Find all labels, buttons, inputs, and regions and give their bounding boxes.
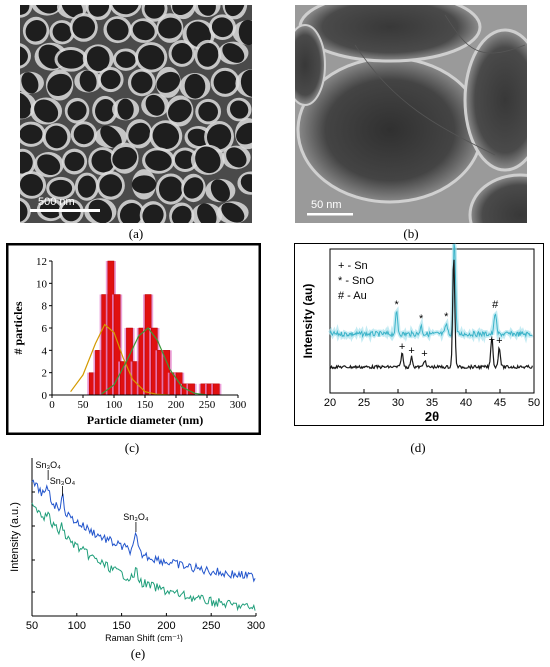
peak-marker: * [394,299,399,311]
caption-c: (c) [124,440,140,455]
histogram-bar [212,383,220,396]
histogram-chart: 0 50 100 150 200 250 300 0 2 4 6 8 10 12 Particle diam… [5,242,262,436]
raman-chart: Sn₃O₄ Sn₃O₄ Sn₃O₄ 50 100 150 200 250 300 Raman Sh… [9,458,265,643]
x-tick-label: 150 [112,620,130,632]
peak-marker: * [444,311,449,323]
caption-d: (d) [410,440,426,455]
sem-micrograph: 500 nm [1,0,270,230]
scale-bar [30,209,100,212]
fit-curve [70,323,170,396]
x-tick-label: 50 [26,620,38,632]
x-tick-label: 35 [426,397,438,409]
y-tick-label: 4 [42,345,48,357]
x-axis-label: Particle diameter (nm) [87,413,203,427]
y-tick-label: 8 [42,301,48,313]
x-tick-label: 200 [157,620,175,632]
caption-e: (e) [130,646,146,661]
scale-bar-label: 500 nm [38,196,75,208]
x-tick-label: 300 [230,399,247,411]
tem-micrograph: 50 nm [284,0,550,257]
x-tick-label: 100 [68,620,86,632]
x-tick-label: 250 [202,620,220,632]
caption-a: (a) [128,226,144,241]
x-axis-label: 2θ [425,409,439,424]
raman-series-green [31,502,256,612]
x-tick-label: 250 [199,399,216,411]
panel-b-tem-image: 50 nm [284,0,550,257]
xrd-series-bottom [329,259,533,371]
x-tick-label: 50 [528,397,540,409]
peak-annotation: Sn₃O₄ [50,476,76,486]
legend-entry: * - SnO [338,275,375,287]
fit-curve [101,327,208,396]
xrd-chart: ***##++++++ - Sn* - SnO# - Au20253035404… [294,226,544,426]
peak-marker: * [419,313,424,325]
legend-entry: # - Au [338,290,367,302]
y-tick-label: 10 [36,278,48,290]
panel-a-sem-image: 500 nm [1,0,270,230]
panel-e-raman: Sn₃O₄ Sn₃O₄ Sn₃O₄ 50 100 150 200 250 300 Raman Sh… [6,452,274,643]
x-tick-label: 25 [358,397,370,409]
x-tick-label: 30 [392,397,404,409]
peak-marker: + [408,345,414,357]
peak-annotation: Sn₃O₄ [35,460,61,470]
x-tick-label: 200 [168,399,185,411]
y-tick-label: 12 [36,256,47,268]
peak-marker: + [496,335,502,347]
x-tick-label: 20 [324,397,336,409]
legend-entry: + - Sn [338,260,368,272]
y-axis-label: Intensity (a.u.) [9,502,21,572]
peak-marker: + [489,334,495,346]
peak-marker: + [399,341,405,353]
x-tick-label: 0 [49,399,55,411]
y-axis-label: Intensity (au) [301,284,315,359]
x-tick-label: 150 [137,399,154,411]
y-tick-label: 2 [42,368,48,380]
panel-c-histogram: 0 50 100 150 200 250 300 0 2 4 6 8 10 12 Particle diam… [5,242,262,436]
y-axis-label: # particles [11,301,25,354]
x-tick-label: 100 [106,399,123,411]
x-tick-label: 300 [247,620,265,632]
scale-bar [307,213,353,216]
x-tick-label: 40 [460,397,472,409]
x-axis-label: Raman Shift (cm⁻¹) [105,633,183,642]
caption-b: (b) [403,226,419,241]
xrd-series-top [329,243,533,339]
peak-annotation: Sn₃O₄ [123,512,149,522]
y-tick-label: 6 [42,323,48,335]
scale-bar-label: 50 nm [311,199,342,211]
peak-marker: + [421,348,427,360]
panel-d-xrd: ***##++++++ - Sn* - SnO# - Au20253035404… [294,226,544,426]
x-tick-label: 45 [494,397,506,409]
y-tick-label: 0 [42,390,48,402]
raman-series-blue [31,479,256,583]
peak-marker: # [492,299,499,311]
x-tick-label: 50 [78,399,90,411]
